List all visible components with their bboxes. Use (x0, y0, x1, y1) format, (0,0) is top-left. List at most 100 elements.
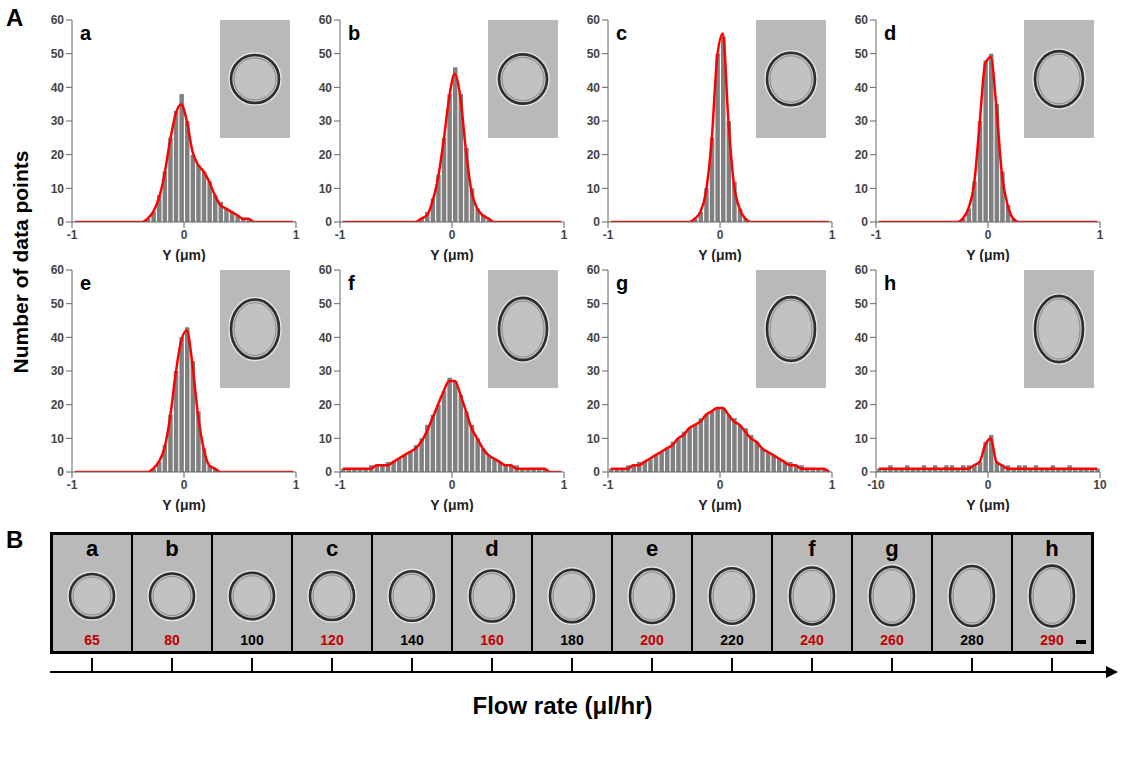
svg-text:40: 40 (51, 331, 65, 345)
svg-text:0: 0 (57, 465, 64, 479)
svg-text:20: 20 (319, 398, 333, 412)
svg-text:140: 140 (400, 632, 424, 648)
svg-text:0: 0 (449, 478, 456, 492)
svg-text:60: 60 (587, 263, 601, 277)
svg-text:120: 120 (320, 632, 344, 648)
svg-text:0: 0 (325, 215, 332, 229)
svg-text:Number of data points: Number of data points (9, 151, 32, 374)
svg-text:c: c (326, 536, 338, 561)
svg-text:10: 10 (855, 182, 869, 196)
svg-text:-1: -1 (67, 228, 78, 242)
svg-text:40: 40 (587, 81, 601, 95)
svg-text:60: 60 (319, 263, 333, 277)
svg-text:260: 260 (880, 632, 904, 648)
svg-text:30: 30 (587, 114, 601, 128)
svg-text:d: d (485, 536, 498, 561)
svg-text:160: 160 (480, 632, 504, 648)
svg-text:40: 40 (855, 81, 869, 95)
svg-text:60: 60 (855, 13, 869, 27)
svg-text:20: 20 (855, 398, 869, 412)
svg-text:0: 0 (985, 478, 992, 492)
svg-text:10: 10 (1093, 478, 1107, 492)
svg-text:0: 0 (717, 478, 724, 492)
svg-text:30: 30 (319, 364, 333, 378)
svg-text:-1: -1 (67, 478, 78, 492)
svg-text:Y (μm): Y (μm) (430, 247, 473, 262)
svg-text:10: 10 (855, 432, 869, 446)
svg-text:50: 50 (51, 47, 65, 61)
svg-text:-10: -10 (867, 478, 885, 492)
svg-text:280: 280 (960, 632, 984, 648)
svg-text:30: 30 (587, 364, 601, 378)
svg-text:0: 0 (325, 465, 332, 479)
svg-text:30: 30 (51, 364, 65, 378)
svg-text:a: a (86, 536, 99, 561)
svg-text:-1: -1 (335, 478, 346, 492)
svg-text:10: 10 (587, 182, 601, 196)
svg-text:30: 30 (319, 114, 333, 128)
svg-text:240: 240 (800, 632, 824, 648)
svg-text:Y (μm): Y (μm) (162, 247, 205, 262)
svg-text:60: 60 (51, 263, 65, 277)
svg-text:1: 1 (561, 478, 568, 492)
svg-text:10: 10 (51, 432, 65, 446)
svg-text:60: 60 (319, 13, 333, 27)
svg-text:20: 20 (587, 398, 601, 412)
svg-text:60: 60 (587, 13, 601, 27)
svg-text:-1: -1 (603, 478, 614, 492)
svg-text:0: 0 (449, 228, 456, 242)
svg-text:50: 50 (587, 47, 601, 61)
svg-text:50: 50 (319, 297, 333, 311)
svg-text:-1: -1 (335, 228, 346, 242)
svg-text:-1: -1 (871, 228, 882, 242)
svg-text:1: 1 (293, 478, 300, 492)
svg-text:0: 0 (57, 215, 64, 229)
svg-text:-1: -1 (603, 228, 614, 242)
svg-text:50: 50 (855, 47, 869, 61)
svg-text:h: h (1045, 536, 1058, 561)
svg-text:0: 0 (985, 228, 992, 242)
svg-text:40: 40 (51, 81, 65, 95)
svg-text:0: 0 (861, 465, 868, 479)
svg-text:0: 0 (717, 228, 724, 242)
svg-text:20: 20 (51, 148, 65, 162)
svg-text:1: 1 (1097, 228, 1104, 242)
svg-text:60: 60 (855, 263, 869, 277)
svg-text:1: 1 (293, 228, 300, 242)
svg-text:Y (μm): Y (μm) (966, 497, 1009, 512)
svg-text:10: 10 (319, 432, 333, 446)
svg-text:40: 40 (319, 331, 333, 345)
svg-text:e: e (646, 536, 658, 561)
svg-text:0: 0 (593, 465, 600, 479)
svg-text:50: 50 (587, 297, 601, 311)
svg-text:Y (μm): Y (μm) (966, 247, 1009, 262)
svg-text:Y (μm): Y (μm) (698, 497, 741, 512)
svg-text:1: 1 (829, 478, 836, 492)
svg-text:60: 60 (51, 13, 65, 27)
svg-text:0: 0 (593, 215, 600, 229)
svg-text:220: 220 (720, 632, 744, 648)
svg-text:50: 50 (51, 297, 65, 311)
svg-text:30: 30 (51, 114, 65, 128)
svg-text:40: 40 (587, 331, 601, 345)
svg-text:40: 40 (855, 331, 869, 345)
svg-text:40: 40 (319, 81, 333, 95)
svg-text:20: 20 (51, 398, 65, 412)
svg-text:20: 20 (587, 148, 601, 162)
svg-text:0: 0 (181, 228, 188, 242)
svg-text:180: 180 (560, 632, 584, 648)
svg-text:200: 200 (640, 632, 664, 648)
svg-text:1: 1 (829, 228, 836, 242)
svg-text:290: 290 (1040, 632, 1064, 648)
svg-text:30: 30 (855, 114, 869, 128)
svg-text:1: 1 (561, 228, 568, 242)
svg-text:Y (μm): Y (μm) (430, 497, 473, 512)
svg-text:g: g (885, 536, 898, 561)
svg-text:30: 30 (855, 364, 869, 378)
svg-text:0: 0 (181, 478, 188, 492)
svg-text:Y (μm): Y (μm) (162, 497, 205, 512)
svg-text:50: 50 (319, 47, 333, 61)
svg-text:b: b (165, 536, 178, 561)
svg-text:50: 50 (855, 297, 869, 311)
svg-text:10: 10 (51, 182, 65, 196)
